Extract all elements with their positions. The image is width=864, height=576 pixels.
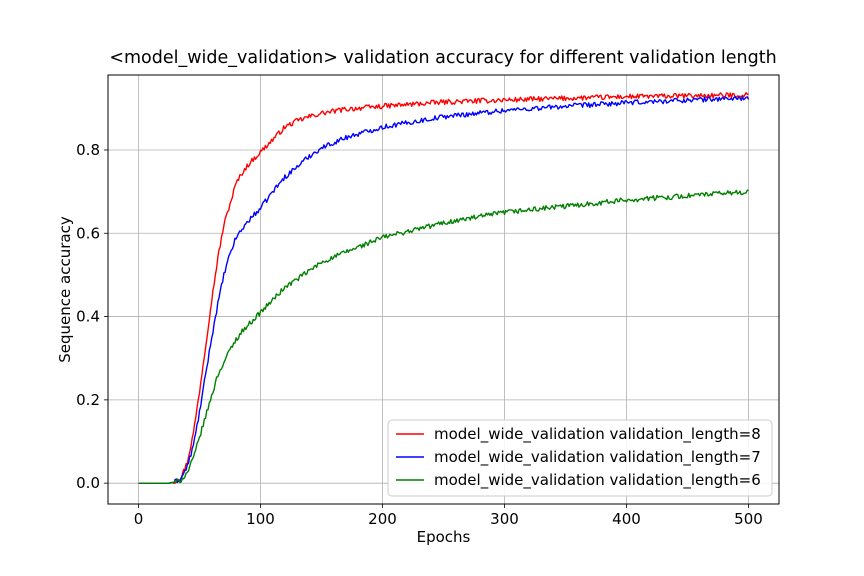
x-tick-label: 0 [134, 510, 144, 528]
y-tick-label: 0.4 [76, 308, 100, 326]
x-tick-label: 100 [246, 510, 275, 528]
y-tick-label: 0.8 [76, 141, 100, 159]
legend-box [387, 419, 773, 497]
y-tick-label: 0.6 [76, 224, 100, 242]
grid [108, 75, 779, 504]
legend: model_wide_validation validation_length=… [387, 419, 773, 497]
series-lines [138, 92, 750, 484]
legend-entry: model_wide_validation validation_length=… [434, 425, 761, 444]
x-axis-label: Epochs [417, 528, 471, 546]
legend-entry: model_wide_validation validation_length=… [434, 448, 761, 467]
x-tick-label: 300 [490, 510, 519, 528]
series-line [138, 189, 749, 484]
y-axis-label: Sequence accuracy [56, 216, 74, 363]
axis-ticks: 0 100 200 300 400 500 0.0 0.2 0.4 0.6 0.8 [76, 141, 763, 528]
x-tick-label: 200 [368, 510, 397, 528]
x-tick-label: 400 [612, 510, 641, 528]
plot-frame [107, 74, 780, 505]
series-line [138, 95, 750, 484]
chart-title: <model_wide_validation> validation accur… [109, 48, 776, 68]
x-tick-label: 500 [734, 510, 763, 528]
series-line [138, 92, 749, 484]
y-tick-label: 0.0 [76, 474, 100, 492]
y-tick-label: 0.2 [76, 391, 100, 409]
legend-entry: model_wide_validation validation_length=… [434, 471, 761, 490]
